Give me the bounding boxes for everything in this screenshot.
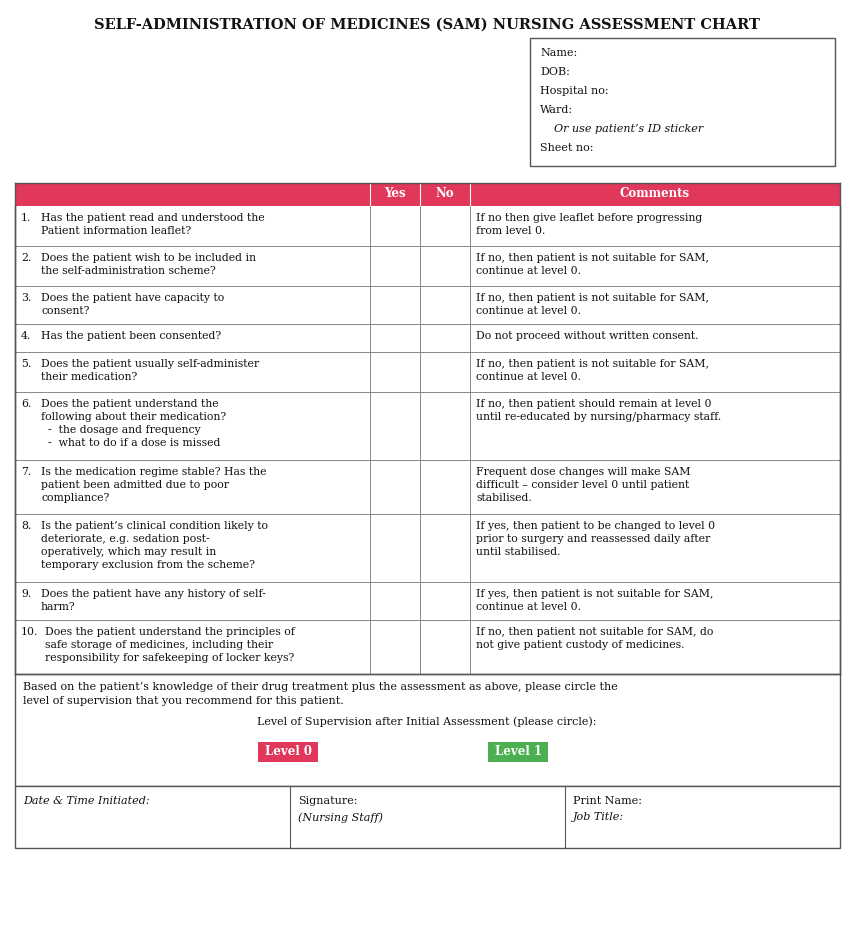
Text: Job Title:: Job Title: <box>573 812 624 822</box>
Text: If no then give leaflet before progressing: If no then give leaflet before progressi… <box>476 213 702 223</box>
Text: continue at level 0.: continue at level 0. <box>476 602 581 612</box>
Text: Date & Time Initiated:: Date & Time Initiated: <box>23 796 150 806</box>
Text: until re-educated by nursing/pharmacy staff.: until re-educated by nursing/pharmacy st… <box>476 412 722 422</box>
Text: 2.: 2. <box>21 253 32 263</box>
Bar <box>15 352 840 392</box>
Text: Does the patient have capacity to: Does the patient have capacity to <box>41 293 224 303</box>
Text: continue at level 0.: continue at level 0. <box>476 306 581 316</box>
Text: If no, then patient is not suitable for SAM,: If no, then patient is not suitable for … <box>476 293 709 303</box>
Text: If no, then patient should remain at level 0: If no, then patient should remain at lev… <box>476 399 711 409</box>
Text: from level 0.: from level 0. <box>476 226 545 236</box>
Bar <box>258 742 318 762</box>
Text: Comments: Comments <box>620 187 690 200</box>
Bar <box>15 392 840 460</box>
Text: operatively, which may result in: operatively, which may result in <box>41 547 216 557</box>
Text: Print Name:: Print Name: <box>573 796 642 806</box>
Text: their medication?: their medication? <box>41 372 138 382</box>
Text: Based on the patient’s knowledge of their drug treatment plus the assessment as : Based on the patient’s knowledge of thei… <box>23 682 618 692</box>
Bar <box>530 38 835 166</box>
Text: Or use patient’s ID sticker: Or use patient’s ID sticker <box>540 124 704 134</box>
Bar <box>15 786 840 848</box>
Text: patient been admitted due to poor: patient been admitted due to poor <box>41 480 229 490</box>
Text: Level 1: Level 1 <box>494 745 541 758</box>
Text: Yes: Yes <box>384 187 406 200</box>
Text: deteriorate, e.g. sedation post-: deteriorate, e.g. sedation post- <box>41 534 209 544</box>
Text: prior to surgery and reassessed daily after: prior to surgery and reassessed daily af… <box>476 534 711 544</box>
Text: not give patient custody of medicines.: not give patient custody of medicines. <box>476 640 685 650</box>
Text: Patient information leaflet?: Patient information leaflet? <box>41 226 192 236</box>
Text: 6.: 6. <box>21 399 32 409</box>
Text: Level 0: Level 0 <box>264 745 311 758</box>
Bar <box>15 286 840 324</box>
Text: harm?: harm? <box>41 602 75 612</box>
Text: following about their medication?: following about their medication? <box>41 412 226 422</box>
Text: until stabilised.: until stabilised. <box>476 547 561 557</box>
Text: -  what to do if a dose is missed: - what to do if a dose is missed <box>41 438 221 448</box>
Text: Is the medication regime stable? Has the: Is the medication regime stable? Has the <box>41 467 267 477</box>
Bar <box>15 582 840 620</box>
Text: stabilised.: stabilised. <box>476 493 532 503</box>
Text: Does the patient understand the: Does the patient understand the <box>41 399 219 409</box>
Text: Has the patient been consented?: Has the patient been consented? <box>41 331 221 341</box>
Bar <box>15 183 840 206</box>
Text: Does the patient have any history of self-: Does the patient have any history of sel… <box>41 589 266 599</box>
Text: 7.: 7. <box>21 467 32 477</box>
Text: safe storage of medicines, including their: safe storage of medicines, including the… <box>45 640 273 650</box>
Text: If no, then patient not suitable for SAM, do: If no, then patient not suitable for SAM… <box>476 627 713 637</box>
Text: continue at level 0.: continue at level 0. <box>476 266 581 276</box>
Text: If no, then patient is not suitable for SAM,: If no, then patient is not suitable for … <box>476 253 709 263</box>
Text: consent?: consent? <box>41 306 90 316</box>
Bar <box>15 246 840 286</box>
Bar <box>488 742 548 762</box>
Text: Frequent dose changes will make SAM: Frequent dose changes will make SAM <box>476 467 691 477</box>
Text: If yes, then patient is not suitable for SAM,: If yes, then patient is not suitable for… <box>476 589 714 599</box>
Bar <box>15 460 840 514</box>
Text: 8.: 8. <box>21 521 32 531</box>
Text: difficult – consider level 0 until patient: difficult – consider level 0 until patie… <box>476 480 689 490</box>
Text: level of supervision that you recommend for this patient.: level of supervision that you recommend … <box>23 696 344 706</box>
Text: compliance?: compliance? <box>41 493 109 503</box>
Bar <box>15 620 840 674</box>
Text: 3.: 3. <box>21 293 32 303</box>
Text: SELF-ADMINISTRATION OF MEDICINES (SAM) NURSING ASSESSMENT CHART: SELF-ADMINISTRATION OF MEDICINES (SAM) N… <box>94 18 760 32</box>
Text: If no, then patient is not suitable for SAM,: If no, then patient is not suitable for … <box>476 359 709 369</box>
Text: No: No <box>436 187 454 200</box>
Text: Hospital no:: Hospital no: <box>540 86 609 96</box>
Text: Do not proceed without written consent.: Do not proceed without written consent. <box>476 331 699 341</box>
Text: 4.: 4. <box>21 331 32 341</box>
Text: 5.: 5. <box>21 359 32 369</box>
Text: (Nursing Staff): (Nursing Staff) <box>298 812 383 823</box>
Text: DOB:: DOB: <box>540 67 570 77</box>
Text: 10.: 10. <box>21 627 38 637</box>
Bar <box>15 514 840 582</box>
Text: Ward:: Ward: <box>540 105 573 115</box>
Text: Has the patient read and understood the: Has the patient read and understood the <box>41 213 265 223</box>
Text: -  the dosage and frequency: - the dosage and frequency <box>41 425 201 435</box>
Text: continue at level 0.: continue at level 0. <box>476 372 581 382</box>
Bar <box>15 324 840 352</box>
Text: responsibility for safekeeping of locker keys?: responsibility for safekeeping of locker… <box>45 653 294 663</box>
Text: Does the patient usually self-administer: Does the patient usually self-administer <box>41 359 259 369</box>
Text: If yes, then patient to be changed to level 0: If yes, then patient to be changed to le… <box>476 521 715 531</box>
Text: the self-administration scheme?: the self-administration scheme? <box>41 266 215 276</box>
Bar <box>15 674 840 786</box>
Text: Name:: Name: <box>540 48 577 58</box>
Text: Is the patient’s clinical condition likely to: Is the patient’s clinical condition like… <box>41 521 268 531</box>
Bar <box>15 206 840 246</box>
Text: Signature:: Signature: <box>298 796 357 806</box>
Text: 9.: 9. <box>21 589 32 599</box>
Text: Level of Supervision after Initial Assessment (please circle):: Level of Supervision after Initial Asses… <box>257 716 597 727</box>
Text: Sheet no:: Sheet no: <box>540 143 593 153</box>
Text: Does the patient wish to be included in: Does the patient wish to be included in <box>41 253 256 263</box>
Text: temporary exclusion from the scheme?: temporary exclusion from the scheme? <box>41 560 255 570</box>
Text: Does the patient understand the principles of: Does the patient understand the principl… <box>45 627 295 637</box>
Text: 1.: 1. <box>21 213 32 223</box>
